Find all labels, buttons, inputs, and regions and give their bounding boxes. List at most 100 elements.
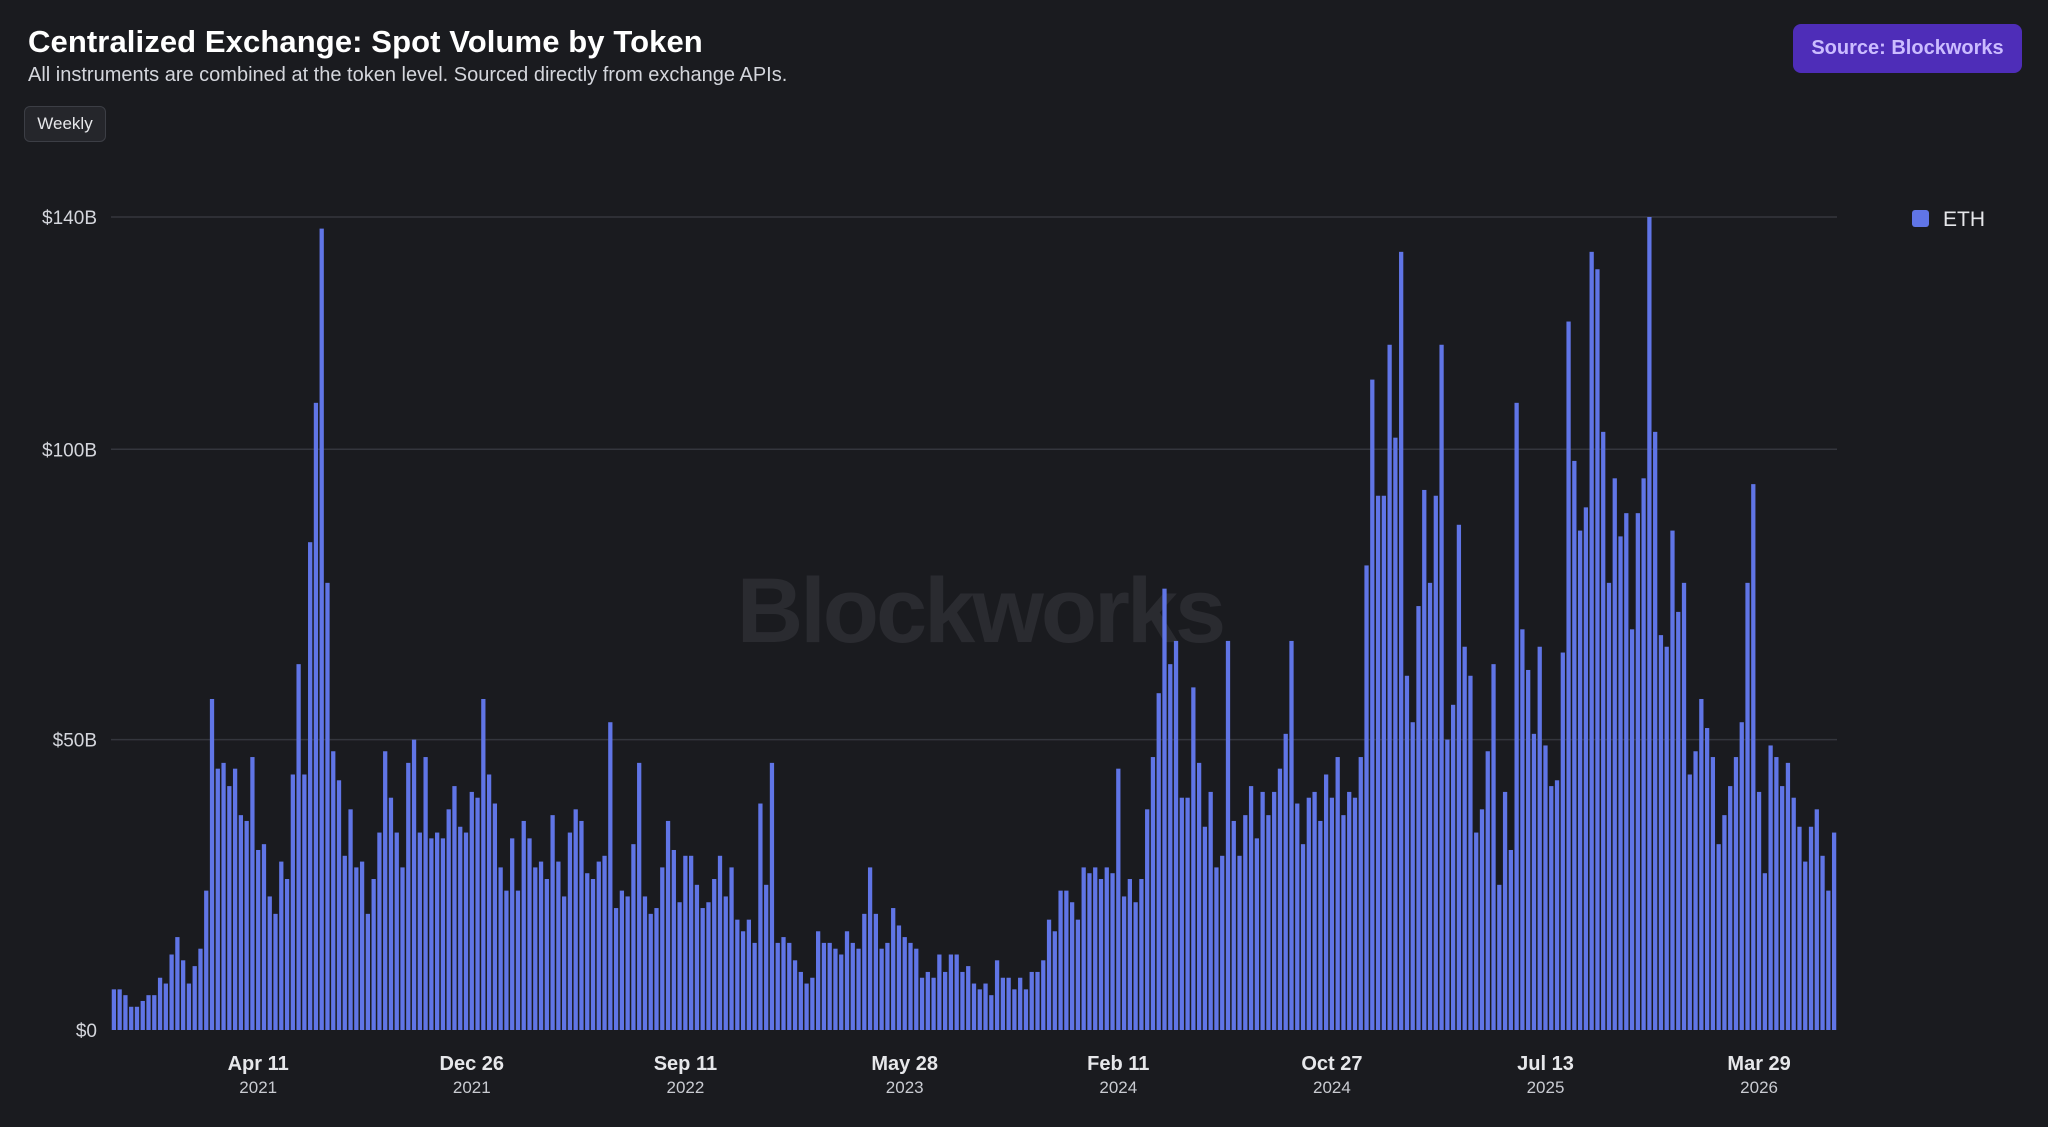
bar[interactable] [1347,791,1352,1030]
bar[interactable] [642,896,648,1030]
bar[interactable] [562,896,567,1030]
bar[interactable] [960,971,965,1030]
bar[interactable] [1260,791,1265,1030]
bar[interactable] [613,908,619,1030]
bar[interactable] [937,954,942,1030]
bar[interactable] [833,948,838,1030]
bar[interactable] [1612,478,1617,1030]
bar[interactable] [1058,890,1063,1030]
bar[interactable] [111,989,117,1030]
bar[interactable] [798,971,803,1030]
bar[interactable] [602,855,607,1030]
bar[interactable] [787,942,792,1030]
bar[interactable] [1641,478,1646,1030]
bar[interactable] [908,942,913,1030]
bar[interactable] [458,826,463,1030]
bar[interactable] [1381,495,1386,1030]
bar[interactable] [1820,855,1825,1030]
bar[interactable] [1323,774,1329,1030]
bar[interactable] [989,995,994,1030]
bar[interactable] [550,815,555,1030]
bar[interactable] [1445,739,1450,1030]
bar[interactable] [359,861,365,1030]
bar[interactable] [1075,919,1081,1030]
bar[interactable] [123,995,128,1030]
bar[interactable] [764,884,769,1030]
bar[interactable] [1150,757,1156,1030]
bar[interactable] [966,966,971,1030]
bar[interactable] [1387,344,1392,1030]
bar[interactable] [723,896,728,1030]
bar[interactable] [1433,495,1438,1030]
bar[interactable] [1254,838,1259,1030]
bar[interactable] [1485,751,1490,1030]
bar[interactable] [452,786,457,1030]
bar[interactable] [717,855,723,1030]
bar[interactable] [637,762,642,1030]
bar[interactable] [1439,344,1444,1030]
bar[interactable] [1629,629,1635,1030]
bar[interactable] [1000,977,1005,1030]
bar[interactable] [1554,780,1560,1030]
bar[interactable] [1006,977,1011,1030]
bar[interactable] [1479,809,1485,1030]
bar[interactable] [804,983,809,1030]
bar[interactable] [232,768,238,1030]
bar[interactable] [752,942,757,1030]
bar[interactable] [1306,797,1311,1030]
bar[interactable] [129,1006,134,1030]
bar[interactable] [816,931,821,1030]
bar[interactable] [746,919,751,1030]
bar[interactable] [1531,733,1537,1030]
bar[interactable] [1468,675,1473,1030]
bar[interactable] [435,832,440,1030]
bar[interactable] [221,762,226,1030]
bar[interactable] [1427,582,1433,1030]
bar[interactable] [463,832,469,1030]
bar[interactable] [1098,879,1104,1030]
bar[interactable] [1023,989,1029,1030]
bar[interactable] [157,977,163,1030]
bar[interactable] [1589,251,1594,1031]
bar[interactable] [867,867,873,1030]
bar[interactable] [331,751,336,1030]
bar[interactable] [1826,890,1831,1030]
bar[interactable] [844,931,850,1030]
bar[interactable] [538,861,544,1030]
bar[interactable] [140,1000,145,1030]
bar[interactable] [342,855,347,1030]
bar[interactable] [729,867,734,1030]
bar[interactable] [1462,646,1467,1030]
legend[interactable]: ETH [1912,208,1985,231]
bar[interactable] [417,832,422,1030]
bar[interactable] [1647,217,1652,1030]
bar[interactable] [1508,849,1513,1030]
bar[interactable] [400,867,405,1030]
bar[interactable] [1041,960,1046,1030]
bar[interactable] [1162,588,1167,1030]
bar[interactable] [1208,791,1213,1030]
bar[interactable] [1225,640,1231,1030]
bar[interactable] [931,977,936,1030]
bar[interactable] [1831,832,1837,1030]
bar[interactable] [348,809,353,1030]
bar[interactable] [1560,652,1565,1030]
bar[interactable] [1762,873,1767,1030]
bar[interactable] [1537,646,1542,1030]
bar[interactable] [313,402,319,1031]
bar[interactable] [1797,826,1802,1030]
bar[interactable] [1572,460,1577,1030]
bar[interactable] [204,890,209,1030]
bar[interactable] [1526,669,1531,1030]
bar[interactable] [1375,495,1381,1030]
bar[interactable] [308,542,313,1030]
bar[interactable] [1012,989,1017,1030]
bar[interactable] [1606,582,1612,1030]
bar[interactable] [510,838,515,1030]
bar[interactable] [1549,786,1554,1030]
bar[interactable] [971,983,977,1030]
bar[interactable] [948,954,954,1030]
bar[interactable] [856,948,861,1030]
bar[interactable] [1139,879,1144,1030]
bar[interactable] [1335,757,1340,1030]
